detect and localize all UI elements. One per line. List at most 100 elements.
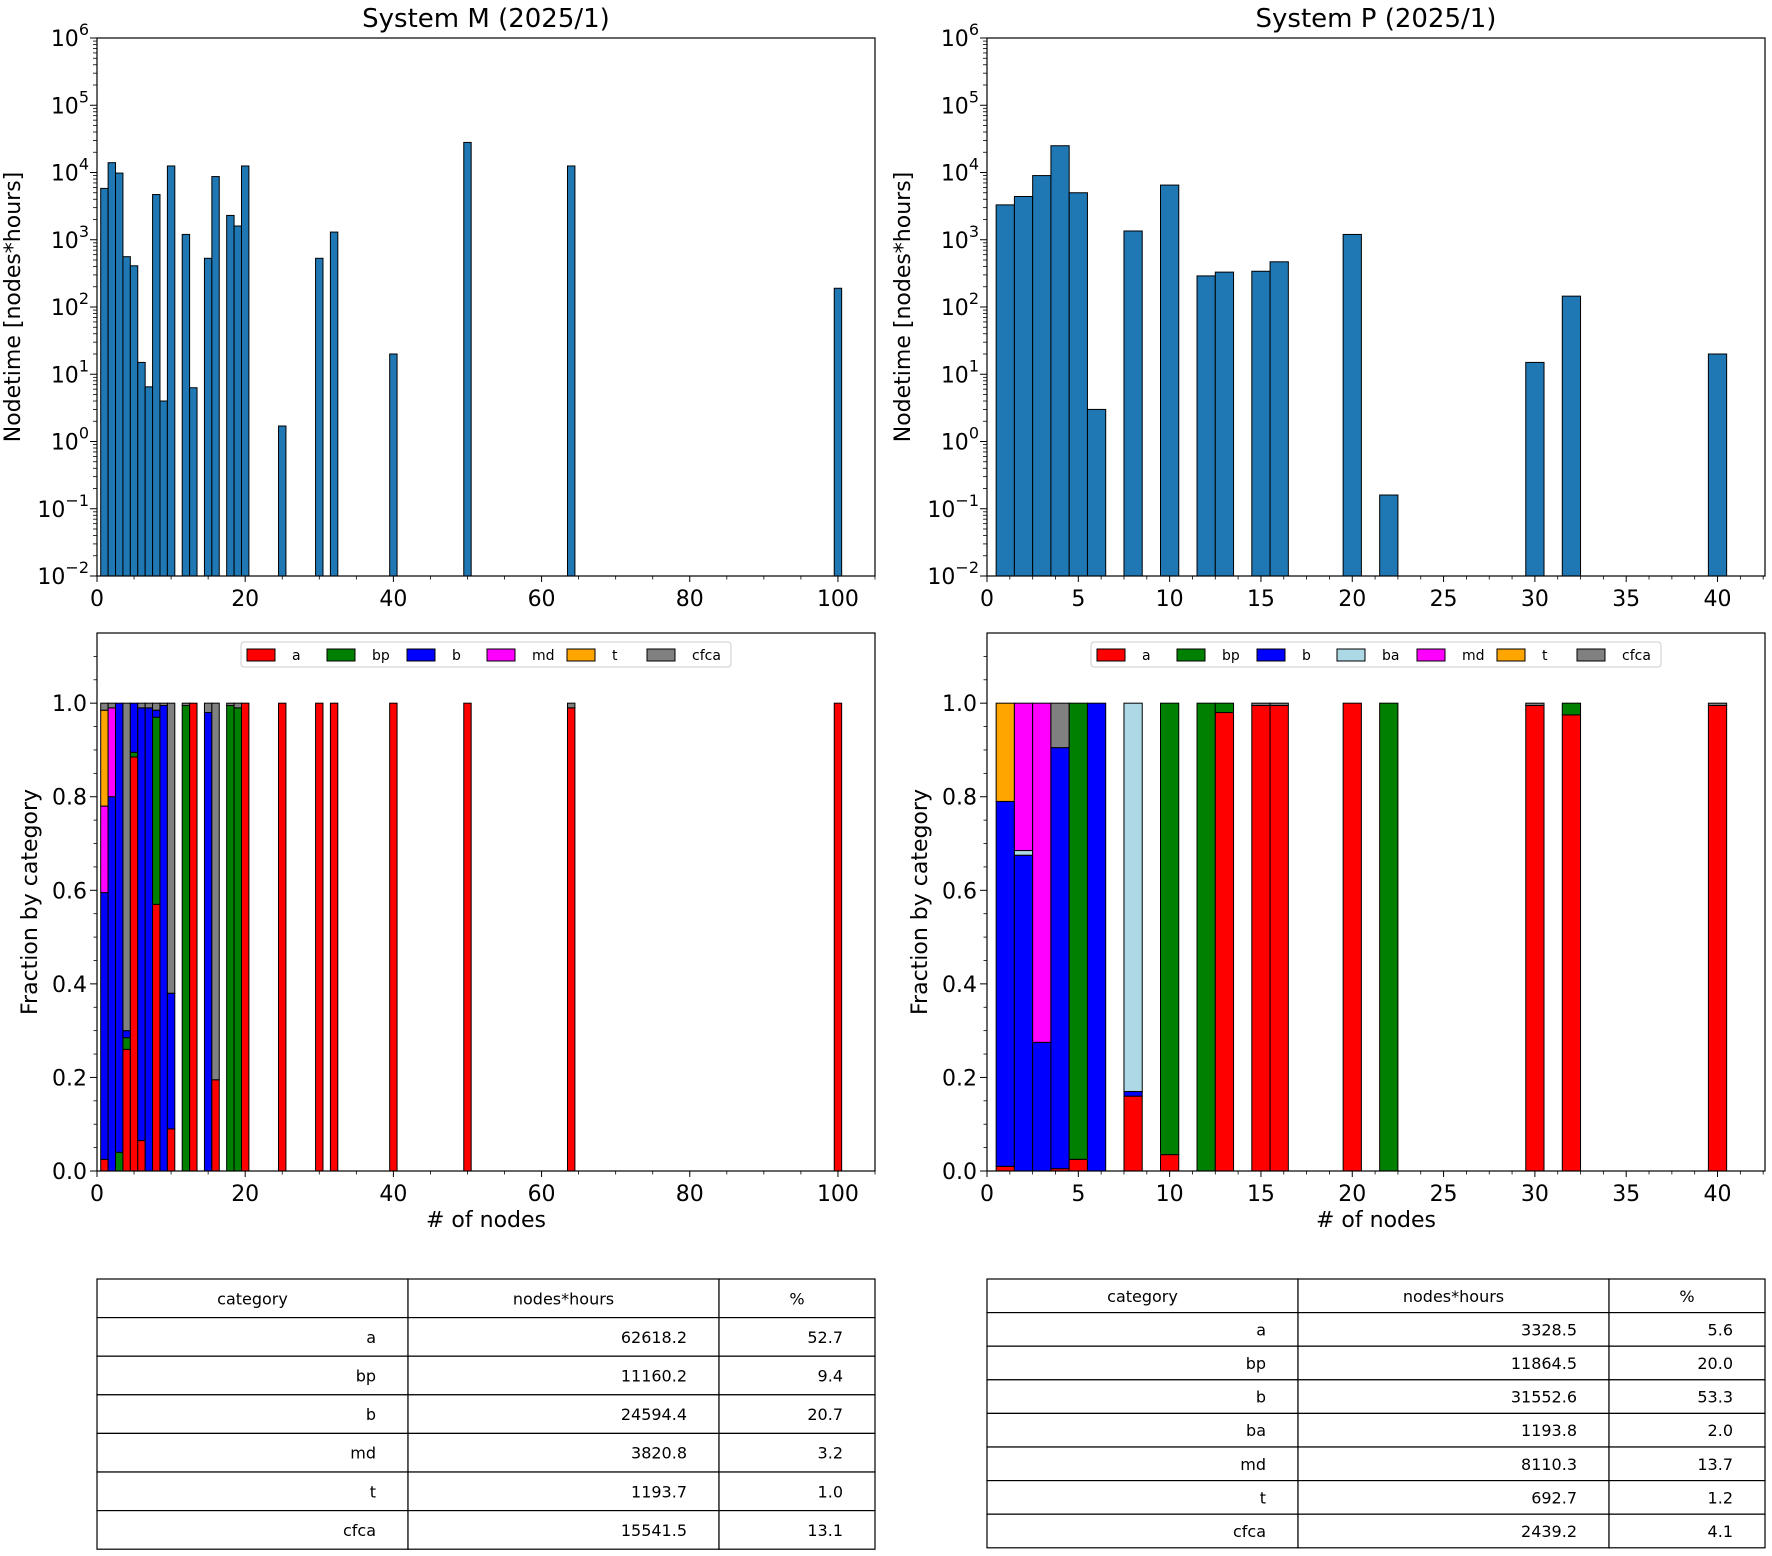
stacked-bar-segment-a: [389, 702, 398, 1172]
y-axis-label: Nodetime [nodes*hours]: [1, 172, 26, 443]
y-tick-label: 104: [51, 155, 89, 187]
x-tick-label: 0: [980, 587, 994, 612]
table-cell-value: cfca: [343, 1521, 376, 1540]
stacked-bar-segment-b: [166, 992, 176, 1130]
stacked-bar-segment-a: [995, 1165, 1015, 1172]
table-cell-value: 62618.2: [621, 1328, 687, 1347]
y-tick-exponent: −1: [955, 491, 979, 510]
y-tick-label: 0.0: [52, 1160, 87, 1185]
x-tick-label: 20: [231, 1182, 259, 1207]
stacked-bar-segment-bp: [115, 1151, 124, 1172]
stacked-bar-segment-b: [129, 702, 139, 753]
bar: [233, 225, 242, 577]
y-tick-base: 10: [51, 94, 79, 119]
stacked-bar-segment-a: [152, 903, 161, 1172]
x-tick-label: 20: [231, 587, 259, 612]
table-header-cell: [1608, 1278, 1766, 1314]
chart-title: System M (2025/1): [362, 4, 610, 34]
stacked-bar-segment-cfca: [567, 702, 576, 709]
table-cell: [1608, 1379, 1766, 1415]
y-tick-label: 100: [51, 424, 89, 456]
stacked-bar-segment-cfca: [107, 702, 117, 709]
stacked-bar-segment-a: [329, 702, 339, 1172]
table-cell: [407, 1432, 720, 1473]
legend-label-cfca: cfca: [692, 648, 721, 664]
x-tick-label: 0: [980, 1182, 994, 1207]
bar: [1068, 192, 1088, 577]
x-tick-label: 25: [1430, 1182, 1458, 1207]
y-tick-exponent: 2: [79, 289, 89, 308]
table-cell: [986, 1379, 1299, 1415]
legend-swatch-bp: [1176, 648, 1206, 662]
stacked-bar-segment-b: [100, 892, 109, 1160]
y-tick-label: 101: [941, 356, 979, 388]
x-tick-label: 20: [1338, 1182, 1366, 1207]
x-tick-label: 100: [817, 1182, 859, 1207]
stacked-bar-segment-b: [1123, 1090, 1143, 1097]
y-tick-label: 10−2: [37, 558, 89, 590]
stacked-bar-segment-a: [1123, 1095, 1143, 1172]
table-header-cell: [96, 1278, 409, 1319]
stacked-bar-segment-cfca: [159, 702, 168, 707]
legend-swatch-t: [1496, 648, 1526, 662]
bar: [1269, 261, 1289, 577]
stacked-bar-segment-b: [122, 1030, 131, 1039]
legend-label-md: md: [1462, 648, 1485, 664]
bar: [1123, 230, 1143, 577]
legend-frame: [240, 641, 732, 668]
table-cell: [1297, 1345, 1610, 1381]
y-tick-label: 102: [941, 289, 979, 321]
bar: [1561, 295, 1582, 577]
bar: [240, 165, 250, 577]
stacked-bar-segment-bp: [1379, 702, 1399, 1172]
y-tick-label: 105: [51, 87, 89, 119]
table-cell-value: a: [1256, 1320, 1266, 1339]
x-tick-label: 40: [1704, 587, 1732, 612]
bar: [189, 387, 198, 577]
y-tick-exponent: 0: [969, 424, 979, 443]
x-tick-label: 40: [379, 587, 407, 612]
stacked-bar-segment-cfca: [166, 702, 176, 994]
bar: [1159, 184, 1180, 577]
x-tick-label: 5: [1071, 1182, 1085, 1207]
x-tick-label: 0: [90, 1182, 104, 1207]
stacked-bar-segment-a: [1525, 705, 1545, 1172]
legend-swatch-b: [1256, 648, 1286, 662]
bar: [1013, 195, 1034, 577]
y-tick-label: 0.4: [942, 973, 977, 998]
x-tick-label: 20: [1338, 587, 1366, 612]
stacked-bar-segment-md: [107, 707, 117, 798]
bar: [129, 265, 139, 577]
bar: [1707, 353, 1728, 577]
stacked-bar-segment-cfca: [203, 702, 213, 714]
y-tick-base: 10: [51, 363, 79, 388]
table-cell: [986, 1446, 1299, 1482]
x-tick-label: 10: [1156, 1182, 1184, 1207]
y-tick-exponent: 6: [969, 20, 979, 39]
table-cell: [1608, 1311, 1766, 1347]
stacked-bar-segment-cfca: [152, 702, 161, 711]
y-tick-label: 10−2: [927, 558, 979, 590]
table-cell: [96, 1316, 409, 1357]
legend-label-cfca: cfca: [1622, 648, 1651, 664]
y-tick-exponent: −2: [65, 558, 89, 577]
table-cell: [1608, 1446, 1766, 1482]
table-column-header: %: [789, 1289, 804, 1308]
stacked-bar-segment-a: [567, 707, 576, 1172]
stacked-bar-segment-cfca: [1251, 702, 1271, 707]
legend-label-t: t: [1542, 648, 1548, 664]
y-tick-label: 0.4: [52, 973, 87, 998]
y-tick-label: 101: [51, 356, 89, 388]
legend-swatch-b: [406, 648, 436, 662]
bar: [833, 287, 843, 577]
y-tick-base: 10: [51, 296, 79, 321]
x-tick-label: 60: [528, 1182, 556, 1207]
table-cell-value: 5.6: [1708, 1320, 1733, 1339]
bar: [389, 353, 398, 577]
bar: [1214, 271, 1235, 577]
table-header-cell: [407, 1278, 720, 1319]
y-tick-label: 102: [51, 289, 89, 321]
bar: [1379, 494, 1399, 577]
stacked-bar-segment-b: [137, 707, 146, 1142]
table-cell-value: t: [1260, 1488, 1266, 1507]
